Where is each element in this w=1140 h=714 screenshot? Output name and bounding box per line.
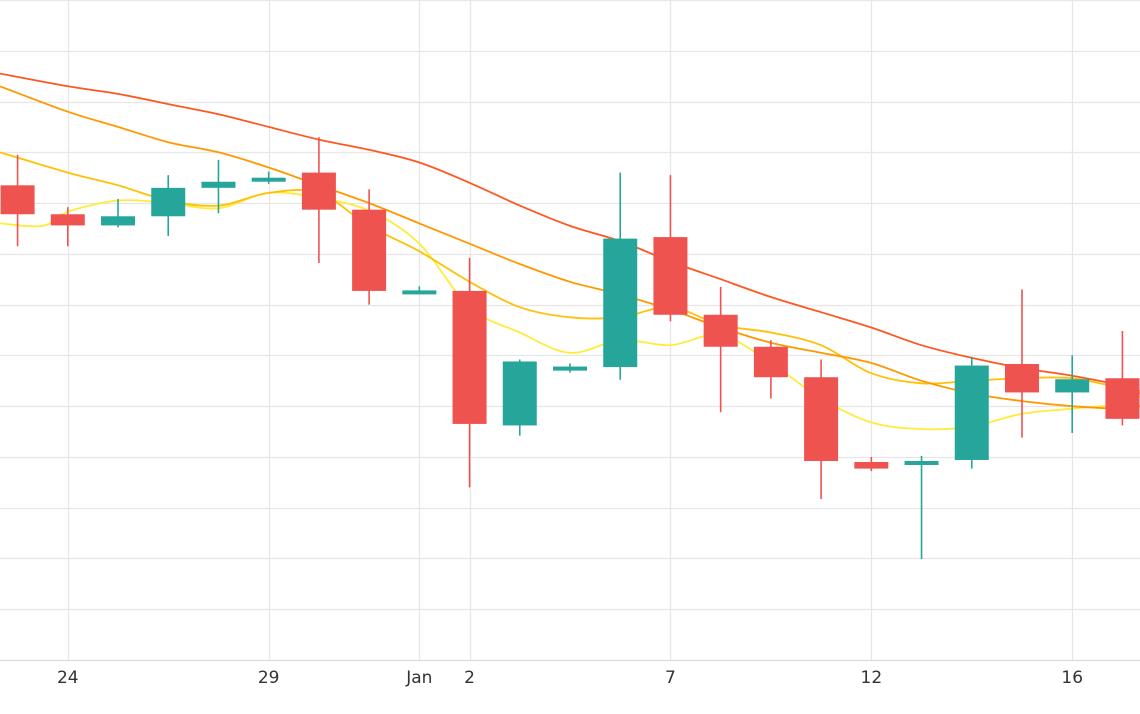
candle-body	[251, 177, 286, 182]
candle-body	[1004, 364, 1039, 393]
candle	[1105, 331, 1140, 426]
candle-body	[452, 290, 487, 424]
candle	[954, 356, 989, 469]
candle	[703, 286, 738, 413]
candle-body	[653, 237, 688, 315]
candle	[452, 257, 487, 488]
x-axis: 24 29 Jan 2 7 12 16	[57, 668, 1083, 688]
candle-body	[1105, 378, 1140, 419]
candle-body	[1055, 379, 1090, 393]
candle	[1055, 355, 1090, 434]
grid	[0, 0, 1140, 662]
candle-body	[753, 346, 788, 378]
candle-body	[352, 209, 387, 291]
candle	[352, 189, 387, 305]
candle-body	[101, 216, 136, 226]
candle-body	[703, 314, 738, 347]
x-tick-label: 16	[1061, 668, 1083, 688]
candle	[301, 137, 336, 263]
candle	[0, 154, 35, 247]
candle-body	[50, 214, 85, 226]
candle	[804, 359, 839, 500]
x-tick-label: 7	[665, 668, 676, 688]
candle	[553, 363, 587, 373]
candle	[251, 171, 286, 184]
candle	[201, 159, 236, 214]
candle-body	[603, 238, 638, 368]
x-tick-label: 12	[861, 668, 883, 688]
ma-line-3	[0, 85, 1140, 410]
candle	[151, 175, 186, 237]
x-tick-label: Jan	[405, 668, 432, 688]
candle	[753, 340, 788, 399]
candle-body	[0, 185, 35, 215]
candle-body	[904, 460, 939, 465]
candle	[50, 207, 85, 247]
x-tick-label: 29	[258, 668, 280, 688]
candle	[502, 359, 537, 436]
x-tick-label: 2	[464, 668, 475, 688]
x-tick-label: 24	[57, 668, 79, 688]
candle	[603, 172, 638, 380]
candle-body	[151, 187, 186, 217]
candle-body	[954, 365, 989, 460]
candles	[0, 137, 1140, 559]
candle-body	[201, 181, 236, 188]
candle	[402, 286, 437, 295]
candle	[1004, 289, 1039, 438]
candle-body	[502, 361, 537, 426]
candle-body	[854, 462, 889, 469]
candle-body	[301, 172, 336, 210]
candle	[653, 175, 688, 322]
candle	[101, 199, 136, 228]
candle-body	[804, 377, 839, 461]
candle-body	[402, 290, 437, 295]
ma-line-4	[0, 72, 1140, 395]
candle	[854, 456, 889, 472]
candle-body	[553, 366, 587, 371]
candle	[904, 455, 939, 559]
